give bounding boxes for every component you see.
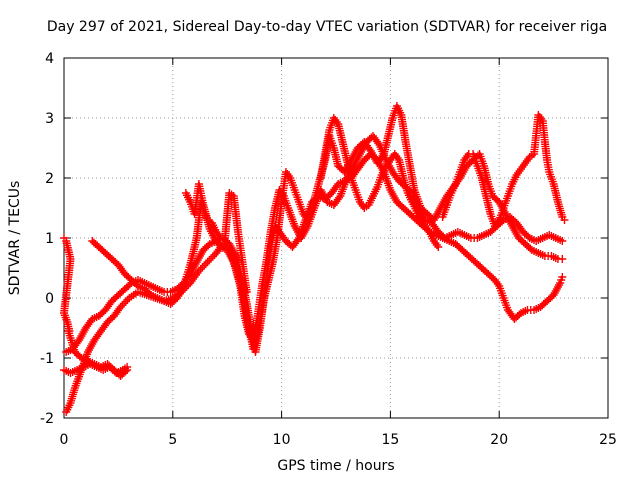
data-point	[203, 258, 212, 266]
y-tick-label: 3	[45, 111, 54, 127]
data-point	[121, 367, 130, 376]
x-tick-label: 0	[60, 432, 69, 448]
data-point	[118, 301, 127, 310]
chart-title: Day 297 of 2021, Sidereal Day-to-day VTE…	[47, 19, 607, 35]
y-tick-label: -1	[40, 351, 54, 367]
data-point	[116, 303, 125, 311]
y-axis-label: SDTVAR / TECUs	[7, 181, 23, 296]
y-tick-label: 1	[45, 231, 54, 247]
data-point	[558, 273, 567, 281]
tick-labels: 0 5 10 15 20 25 -2 -1 0 1 2 3 4	[40, 51, 617, 448]
data-point	[198, 263, 207, 272]
y-tick-label: 2	[45, 171, 54, 187]
y-tick-label: 4	[45, 51, 54, 67]
data-point	[558, 237, 567, 245]
data-point	[207, 254, 216, 263]
data-point	[123, 366, 132, 374]
data-markers	[60, 102, 569, 416]
data-point	[242, 288, 251, 296]
x-tick-label: 25	[599, 432, 617, 448]
data-point	[335, 193, 344, 202]
data-point	[194, 267, 203, 275]
data-point	[201, 259, 210, 268]
data-point	[120, 299, 129, 308]
data-point	[558, 255, 567, 263]
data-point	[121, 297, 130, 306]
data-point	[208, 252, 217, 261]
x-axis-label: GPS time / hours	[277, 458, 394, 474]
data-point	[434, 243, 443, 251]
data-point	[560, 216, 569, 224]
x-tick-label: 10	[273, 432, 291, 448]
data-point	[205, 256, 214, 265]
data-point	[196, 265, 205, 274]
data-point	[200, 261, 209, 270]
x-tick-label: 5	[168, 432, 177, 448]
y-tick-label: 0	[45, 291, 54, 307]
y-tick-label: -2	[40, 411, 54, 427]
x-tick-label: 15	[381, 432, 399, 448]
x-tick-label: 20	[490, 432, 508, 448]
